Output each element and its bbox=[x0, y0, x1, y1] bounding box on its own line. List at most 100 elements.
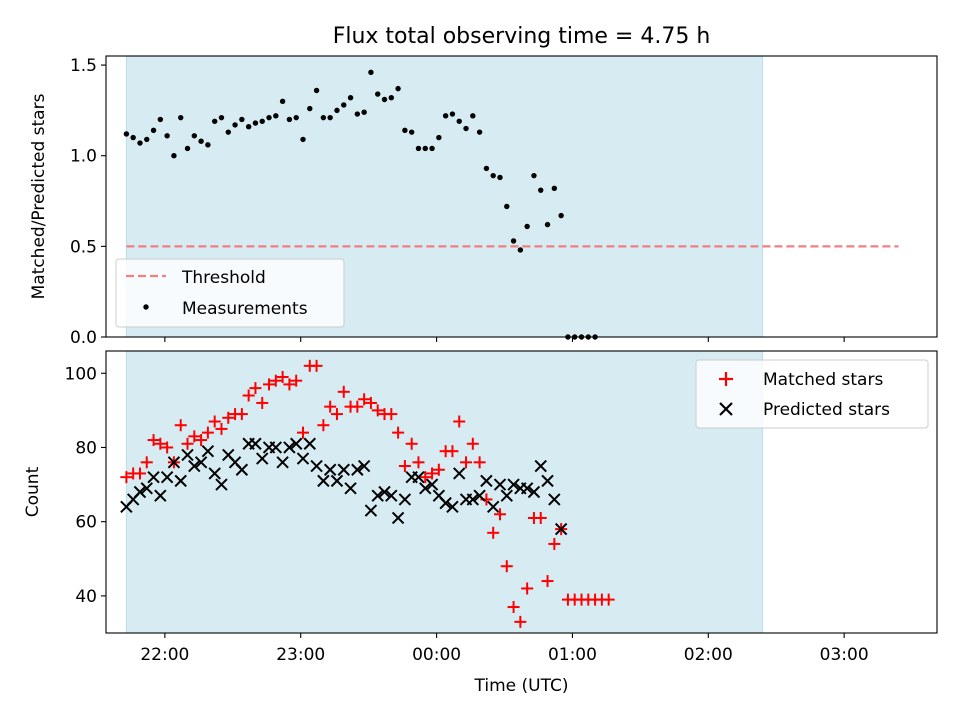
y-tick-label: 1.5 bbox=[70, 56, 97, 76]
predicted-star-point bbox=[378, 485, 391, 499]
predicted-star-point bbox=[507, 478, 520, 491]
measurement-point bbox=[354, 111, 361, 117]
bottom-highlight-span bbox=[125, 350, 764, 634]
measurement-point bbox=[273, 113, 279, 119]
measurement-point bbox=[422, 145, 428, 152]
predicted-star-point bbox=[493, 478, 507, 491]
measurement-point bbox=[490, 172, 496, 179]
measurement-point bbox=[286, 116, 293, 123]
predicted-star-point bbox=[480, 474, 493, 488]
matched-star-point bbox=[405, 437, 418, 450]
measurement-point bbox=[313, 87, 320, 94]
top-y-axis-label: Matched/Predicted stars bbox=[29, 93, 49, 299]
measurement-point bbox=[463, 125, 469, 132]
measurement-point bbox=[341, 102, 347, 108]
predicted-star-point bbox=[398, 493, 412, 506]
measurement-point bbox=[388, 94, 395, 101]
bottom-x-axis-label: Time (UTC) bbox=[474, 676, 569, 696]
predicted-star-point bbox=[439, 496, 452, 510]
predicted-star-point bbox=[554, 522, 568, 536]
bottom-legend-box bbox=[695, 359, 929, 429]
measurement-point bbox=[402, 127, 408, 134]
measurement-point bbox=[429, 145, 435, 152]
predicted-star-point bbox=[317, 474, 330, 488]
measurement-point bbox=[157, 116, 164, 123]
measurement-point bbox=[476, 129, 483, 135]
measurement-point bbox=[320, 114, 327, 121]
predicted-star-point bbox=[310, 459, 323, 473]
x-tick-label: 03:00 bbox=[820, 645, 869, 665]
matched-star-point bbox=[446, 445, 459, 458]
predicted-star-point bbox=[357, 459, 371, 473]
predicted-star-point bbox=[194, 456, 208, 469]
matched-star-point bbox=[181, 437, 194, 450]
measurement-point bbox=[517, 247, 524, 253]
predicted-star-point bbox=[208, 467, 221, 480]
matched-star-point bbox=[541, 575, 554, 588]
measurement-point bbox=[442, 113, 449, 119]
predicted-star-point bbox=[303, 437, 316, 450]
predicted-star-point bbox=[167, 456, 181, 469]
predicted-star-point bbox=[296, 452, 310, 465]
measurement-point bbox=[259, 118, 265, 124]
legend-matched-label: Matched stars bbox=[763, 370, 883, 390]
predicted-star-point bbox=[486, 500, 500, 514]
y-tick-label: 40 bbox=[75, 587, 97, 607]
matched-star-point bbox=[500, 560, 513, 573]
measurement-point bbox=[123, 131, 130, 137]
measurement-point bbox=[456, 118, 462, 124]
measurement-point bbox=[137, 140, 143, 146]
measurement-point bbox=[375, 91, 381, 97]
measurement-point bbox=[504, 203, 510, 210]
matched-star-point bbox=[195, 434, 208, 447]
predicted-star-point bbox=[174, 474, 187, 488]
bottom-marks bbox=[120, 359, 615, 628]
y-tick-label: 100 bbox=[65, 364, 97, 384]
measurement-point bbox=[551, 185, 558, 192]
y-tick-label: 0.0 bbox=[70, 328, 97, 348]
predicted-star-point bbox=[337, 463, 350, 476]
measurement-point bbox=[334, 107, 340, 114]
y-tick-label: 0.5 bbox=[70, 237, 97, 257]
measurement-point bbox=[483, 165, 490, 172]
measurement-point bbox=[531, 172, 537, 179]
bottom-y-ticks: 40 60 80 100 bbox=[65, 364, 106, 607]
bottom-panel: 40 60 80 100 22:00 23:00 00:00 01:00 02:00 03:00… bbox=[23, 350, 938, 696]
predicted-star-point bbox=[453, 467, 466, 480]
measurement-point bbox=[327, 114, 333, 121]
predicted-star-point bbox=[473, 489, 486, 502]
matched-star-point bbox=[487, 526, 500, 539]
matched-star-point bbox=[432, 463, 445, 476]
matched-star-point bbox=[412, 456, 425, 469]
measurement-point bbox=[544, 221, 551, 228]
legend-matched-swatch bbox=[719, 372, 733, 386]
measurement-point bbox=[198, 138, 204, 144]
predicted-star-point bbox=[371, 489, 384, 502]
x-tick-label: 23:00 bbox=[276, 645, 325, 665]
y-tick-label: 80 bbox=[75, 438, 97, 458]
matched-star-point bbox=[188, 430, 201, 443]
matched-star-point bbox=[324, 400, 337, 413]
measurement-point bbox=[381, 96, 388, 103]
measurement-point bbox=[130, 134, 136, 141]
matched-star-point bbox=[283, 378, 296, 391]
predicted-star-point bbox=[330, 474, 344, 488]
measurement-point bbox=[279, 98, 286, 105]
matched-star-point bbox=[263, 378, 276, 391]
measurement-point bbox=[415, 145, 422, 152]
predicted-star-point bbox=[527, 485, 541, 499]
measurement-point bbox=[510, 238, 517, 244]
measurement-point bbox=[470, 113, 476, 119]
matched-star-point bbox=[466, 437, 479, 450]
legend-measurements-label: Measurements bbox=[182, 299, 308, 319]
matched-star-point bbox=[419, 471, 432, 484]
matched-star-point bbox=[140, 456, 153, 469]
matched-star-point bbox=[120, 471, 133, 484]
measurement-point bbox=[293, 114, 299, 121]
measurement-point bbox=[558, 212, 564, 219]
predicted-star-point bbox=[289, 437, 303, 450]
predicted-star-point bbox=[425, 478, 439, 491]
measurement-point bbox=[497, 174, 503, 181]
predicted-star-point bbox=[534, 459, 547, 473]
matched-star-point bbox=[330, 408, 343, 421]
